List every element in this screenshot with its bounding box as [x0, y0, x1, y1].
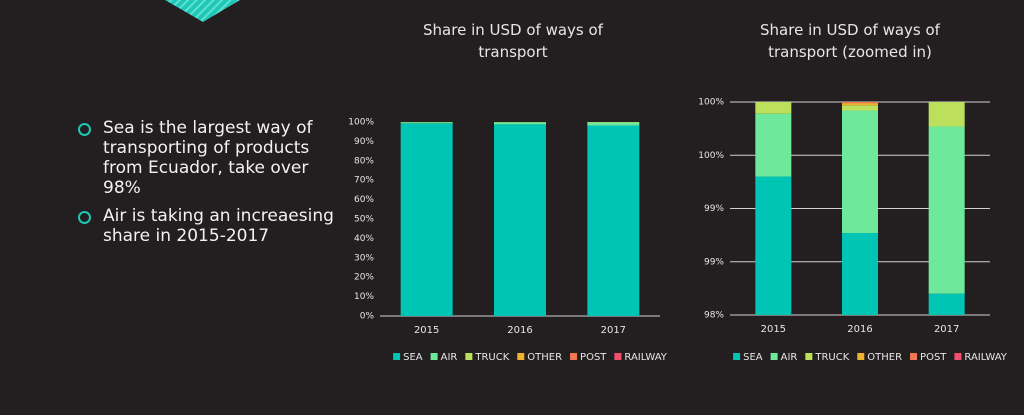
bullet-text: Sea is the largest way of transporting o…: [103, 118, 313, 198]
bar-segment: [755, 113, 792, 177]
legend-label: RAILWAY: [624, 352, 667, 363]
y-tick-label: 90%: [354, 137, 374, 147]
legend-label: POST: [580, 352, 607, 363]
decoration: [165, 0, 240, 22]
y-tick-label: 100%: [348, 118, 374, 128]
legend-label: AIR: [441, 352, 458, 363]
x-tick-label: 2016: [507, 325, 532, 336]
bar-segment: [842, 110, 878, 233]
bullet-list: Sea is the largest way of transporting o…: [78, 118, 348, 254]
legend-label: TRUCK: [814, 352, 849, 363]
legend-swatch: [954, 353, 962, 360]
bullet-text: Air is taking an increaesing share in 20…: [103, 206, 334, 246]
legend-swatch: [393, 353, 401, 360]
y-tick-label: 60%: [354, 195, 374, 205]
bar-segment: [755, 176, 792, 315]
bar-segment: [400, 122, 453, 124]
bar-segment: [494, 122, 546, 125]
legend-label: OTHER: [867, 352, 902, 363]
bar-segment: [842, 232, 878, 315]
legend-label: AIR: [781, 352, 798, 363]
legend-swatch: [465, 353, 473, 360]
legend-swatch: [517, 353, 525, 360]
legend-swatch: [430, 353, 438, 360]
legend-label: SEA: [403, 352, 423, 363]
bar-segment: [494, 124, 546, 316]
legend-label: SEA: [743, 352, 763, 363]
bar-segment: [842, 102, 878, 104]
bar-segment: [928, 293, 965, 315]
legend-swatch: [614, 353, 622, 360]
y-tick-label: 100%: [698, 151, 724, 161]
x-tick-label: 2016: [847, 324, 872, 335]
chart-title: Share in USD of ways of transport (zoomed…: [760, 21, 941, 61]
bar-segment: [928, 126, 965, 294]
bar-segment: [928, 102, 965, 127]
y-tick-label: 100%: [698, 98, 724, 108]
y-tick-label: 70%: [354, 176, 374, 186]
legend-label: TRUCK: [474, 352, 509, 363]
y-tick-label: 40%: [354, 234, 374, 244]
legend-swatch: [857, 353, 865, 360]
chart-title: Share in USD of ways of transport: [423, 21, 604, 61]
x-tick-label: 2015: [761, 324, 786, 335]
bar-segment: [842, 103, 878, 106]
bullet: Sea is the largest way of transporting o…: [78, 118, 348, 198]
bar-segment: [400, 123, 453, 316]
y-tick-label: 80%: [354, 156, 374, 166]
legend-swatch: [770, 353, 778, 360]
legend-swatch: [805, 353, 813, 360]
bar-segment: [755, 102, 792, 114]
bar-segment: [587, 122, 640, 126]
y-tick-label: 99%: [704, 257, 724, 267]
y-tick-label: 10%: [354, 292, 374, 302]
y-tick-label: 98%: [704, 311, 724, 321]
legend-swatch: [910, 353, 918, 360]
y-tick-label: 99%: [704, 204, 724, 214]
legend-swatch: [570, 353, 578, 360]
bar-segment: [587, 125, 640, 316]
y-tick-label: 20%: [354, 273, 374, 283]
y-tick-label: 30%: [354, 253, 374, 263]
x-tick-label: 2017: [934, 324, 959, 335]
x-tick-label: 2015: [414, 325, 439, 336]
legend-label: OTHER: [527, 352, 562, 363]
y-tick-label: 50%: [354, 215, 374, 225]
legend-label: POST: [920, 352, 947, 363]
legend-label: RAILWAY: [964, 352, 1007, 363]
y-tick-label: 0%: [360, 312, 375, 322]
bar-segment: [842, 105, 878, 111]
bullet: Air is taking an increaesing share in 20…: [78, 206, 348, 246]
legend-swatch: [733, 353, 741, 360]
x-tick-label: 2017: [601, 325, 626, 336]
